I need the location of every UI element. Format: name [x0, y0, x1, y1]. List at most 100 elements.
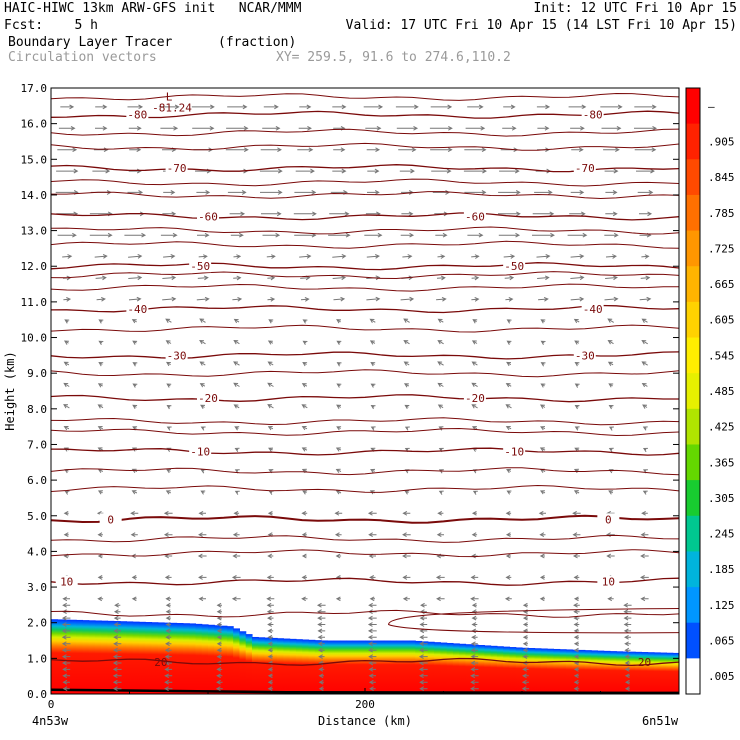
circulation-vector	[226, 125, 249, 131]
tracer-fill-column	[57, 619, 65, 694]
contour-label: -30	[575, 349, 595, 362]
tracer-fill-column	[371, 640, 379, 694]
circulation-vector	[318, 686, 324, 692]
forecast-hour: Fcst: 5 h	[4, 18, 98, 33]
circulation-vector	[61, 622, 71, 627]
y-tick-label: 17.0	[21, 82, 48, 95]
circulation-vector	[540, 426, 546, 431]
circulation-vector	[216, 667, 223, 672]
circulation-vector	[197, 275, 209, 281]
circulation-vector	[419, 615, 427, 621]
circulation-vector	[505, 553, 511, 559]
circulation-vector	[332, 168, 347, 174]
circulation-vector	[165, 615, 171, 621]
circulation-vector	[225, 147, 249, 153]
circulation-vector	[470, 641, 478, 647]
circulation-vector	[624, 673, 630, 679]
tracer-fill-column	[446, 642, 454, 694]
circulation-vector	[608, 426, 614, 431]
circulation-vector	[573, 634, 579, 640]
y-tick-label: 0.0	[27, 688, 47, 701]
y-tick-label: 3.0	[27, 581, 47, 594]
circulation-vector	[370, 468, 376, 474]
temperature-contour	[51, 178, 679, 187]
circulation-vector	[131, 490, 138, 495]
colorbar-label: .365	[708, 456, 735, 469]
circulation-vector	[166, 404, 172, 410]
circulation-vector	[57, 232, 77, 238]
circulation-vector	[471, 275, 480, 281]
circulation-vector	[634, 125, 658, 131]
temperature-contour	[51, 271, 679, 280]
circulation-vector	[164, 553, 173, 559]
tracer-fill-column	[101, 620, 109, 694]
circulation-vector	[131, 468, 138, 473]
circulation-vector	[112, 667, 122, 672]
circulation-vector	[368, 654, 377, 659]
circulation-vector	[318, 679, 324, 685]
circulation-vector	[572, 532, 581, 538]
colorbar-label: .305	[708, 492, 735, 505]
contour-label: -50	[504, 260, 524, 273]
x-tick-label: 0	[48, 698, 55, 711]
circulation-vector	[166, 361, 171, 367]
circulation-vector	[573, 654, 579, 659]
circulation-vector	[369, 318, 376, 323]
circulation-vector	[299, 104, 312, 110]
colorbar-label: .665	[708, 278, 735, 291]
y-tick-label: 11.0	[21, 296, 48, 309]
circulation-vector	[63, 297, 72, 302]
circulation-vector	[200, 490, 206, 495]
colorbar-segment	[686, 230, 700, 267]
circulation-vector	[430, 104, 453, 110]
contour-label: 20	[154, 656, 167, 669]
circulation-vector	[318, 654, 325, 659]
circulation-vector	[603, 147, 620, 153]
circulation-vector	[62, 254, 73, 259]
circulation-vector	[505, 297, 514, 302]
circulation-vector	[267, 340, 274, 345]
circulation-vector	[522, 634, 528, 640]
circulation-vector	[607, 361, 614, 366]
circulation-vector	[534, 190, 553, 195]
circulation-vector	[641, 361, 648, 366]
circulation-vector	[522, 602, 528, 608]
circulation-vector	[436, 296, 447, 302]
circulation-vector	[267, 622, 274, 627]
tracer-fill-column	[132, 621, 140, 694]
circulation-vector	[471, 510, 477, 516]
tracer-fill-column	[69, 619, 77, 694]
circulation-vector	[63, 340, 69, 345]
circulation-vector	[216, 647, 222, 653]
circulation-vector	[368, 660, 377, 666]
circulation-vector	[261, 211, 282, 217]
circulation-vector	[97, 468, 104, 473]
circulation-vector	[259, 168, 283, 174]
contour-label: 0	[605, 513, 612, 526]
tracer-fill-column	[277, 638, 284, 694]
circulation-vector	[573, 628, 580, 634]
tracer-fill-column	[264, 637, 272, 694]
circulation-vector	[267, 553, 274, 559]
circulation-vector	[503, 254, 516, 259]
circulation-vector	[199, 383, 206, 388]
circulation-vector	[522, 667, 529, 672]
circulation-vector	[302, 361, 308, 367]
y-tick-label: 6.0	[27, 474, 47, 487]
contour-label: -10	[504, 446, 524, 459]
circulation-vector	[267, 647, 273, 653]
circulation-vector	[623, 609, 632, 615]
circulation-vector	[267, 628, 274, 634]
temperature-contour-labeled	[51, 447, 679, 456]
tracer-fill-column	[333, 640, 341, 694]
contour-label: -20	[465, 392, 485, 405]
temperature-contour	[51, 467, 679, 476]
circulation-vector	[573, 679, 580, 685]
circulation-vector	[623, 602, 632, 608]
circulation-vector	[232, 296, 243, 302]
circulation-vector	[316, 602, 326, 608]
circulation-vector	[403, 361, 410, 366]
contour-label-bg	[597, 513, 620, 526]
circulation-vector	[63, 510, 69, 516]
temperature-contour-labeled	[51, 657, 679, 667]
